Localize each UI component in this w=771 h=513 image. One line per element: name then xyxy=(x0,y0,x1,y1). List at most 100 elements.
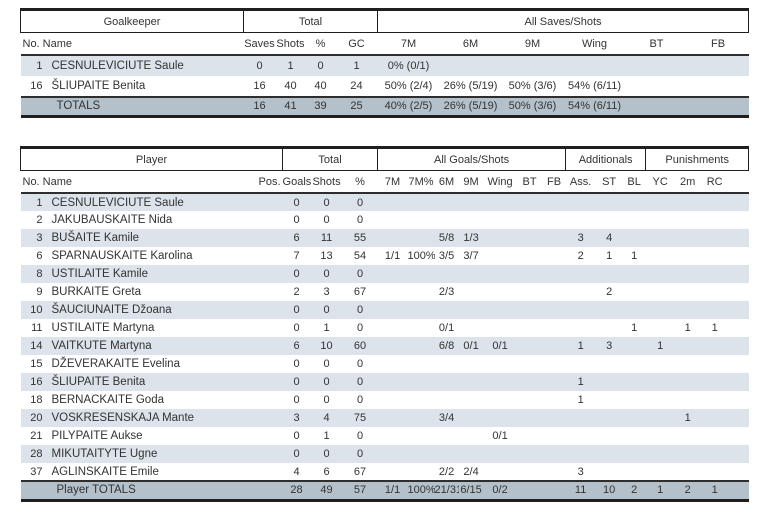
totals-cell: 1 xyxy=(700,480,729,502)
table-cell xyxy=(564,55,626,76)
group-header-total: Total xyxy=(282,147,379,171)
table-row: 20 VOSKRESENSKAJA Mante 3 4 75 3/4 1 xyxy=(20,409,749,427)
table-cell: 0 xyxy=(323,268,330,280)
table-cell xyxy=(688,55,749,76)
table-cell xyxy=(257,355,283,373)
table-row: 3 BUŠAITE Kamile 6 11 55 5/8 1/3 3 4 xyxy=(20,229,749,247)
table-cell-spacer xyxy=(729,445,749,463)
column-header-gc: GC xyxy=(335,32,378,56)
cell-name: BUŠAITE Kamile xyxy=(51,232,140,244)
table-cell: 0 xyxy=(356,268,364,280)
table-cell-spacer xyxy=(729,301,749,319)
table-cell xyxy=(459,355,484,373)
table-cell: 1 xyxy=(577,394,584,406)
totals-row: Player TOTALS 28 49 57 1/1 100% 21/31 6/… xyxy=(20,480,749,502)
table-cell: 6/8 xyxy=(438,340,455,352)
table-cell xyxy=(543,355,566,373)
cell-number: 10 xyxy=(30,304,43,316)
table-cell xyxy=(626,76,688,97)
cell-name: AGLINSKAITE Emile xyxy=(51,465,159,478)
group-header-row: Goalkeeper Total All Saves/Shots xyxy=(20,9,750,33)
table-cell xyxy=(378,211,408,229)
table-row: 16 ŠLIUPAITE Benita 0 0 0 1 xyxy=(20,373,749,391)
column-header-wing: Wing xyxy=(563,32,626,56)
totals-cell: 100% xyxy=(407,480,435,502)
table-cell: 0 xyxy=(293,448,300,460)
table-cell xyxy=(517,463,543,481)
table-cell: 1/1 xyxy=(384,250,401,262)
table-cell xyxy=(646,301,675,319)
table-cell xyxy=(517,247,543,265)
table-cell xyxy=(623,301,646,319)
table-cell: 2/4 xyxy=(463,465,479,478)
table-cell: 60 xyxy=(353,340,367,352)
table-cell xyxy=(566,355,596,373)
table-cell: 0/1 xyxy=(492,430,508,442)
table-cell xyxy=(484,193,517,211)
cell-name: DŽEVERAKAITE Evelina xyxy=(51,358,180,370)
table-cell xyxy=(517,283,543,301)
table-cell xyxy=(646,319,675,337)
table-cell xyxy=(596,355,623,373)
table-cell: 0 xyxy=(293,304,300,316)
table-cell: 67 xyxy=(353,465,367,478)
table-cell xyxy=(484,391,517,409)
table-cell xyxy=(675,445,701,463)
table-cell: 0 xyxy=(323,304,330,316)
table-cell xyxy=(675,211,701,229)
table-cell xyxy=(675,337,701,355)
table-cell xyxy=(517,301,543,319)
column-header-fb: FB xyxy=(542,170,566,194)
cell-number: 3 xyxy=(36,232,43,244)
totals-cell: 11 xyxy=(565,480,596,502)
table-cell xyxy=(701,445,729,463)
table-cell xyxy=(675,247,701,265)
table-cell: 2 xyxy=(577,250,584,262)
table-cell xyxy=(626,55,688,76)
table-cell xyxy=(701,301,729,319)
table-cell xyxy=(701,247,729,265)
table-cell xyxy=(257,247,283,265)
table-cell xyxy=(378,229,408,247)
table-cell xyxy=(623,211,646,229)
column-header-2m: 2m xyxy=(674,170,701,194)
table-cell xyxy=(459,319,484,337)
table-cell: 10 xyxy=(320,340,333,352)
table-cell xyxy=(484,373,517,391)
group-header-additionals: Additionals xyxy=(565,147,647,171)
table-cell xyxy=(484,355,517,373)
table-cell: 1 xyxy=(711,322,718,334)
table-cell xyxy=(543,409,566,427)
table-cell xyxy=(675,463,701,481)
table-cell xyxy=(543,319,566,337)
table-cell xyxy=(484,247,517,265)
goalkeeper-stats-table: Goalkeeper Total All Saves/Shots No. Nam… xyxy=(20,8,750,118)
table-cell xyxy=(517,265,543,283)
cell-name: SPARNAUSKAITE Karolina xyxy=(51,250,193,262)
table-cell: 1 xyxy=(631,250,638,262)
totals-cell: 54% (6/11) xyxy=(563,96,626,118)
table-cell-spacer xyxy=(729,211,749,229)
table-cell xyxy=(408,427,435,445)
column-header-bt: BT xyxy=(516,170,543,194)
totals-cell: 0/2 xyxy=(483,480,517,502)
table-cell xyxy=(688,76,749,97)
cell-number: 8 xyxy=(36,268,43,280)
table-cell xyxy=(701,337,729,355)
table-cell-spacer xyxy=(729,427,749,445)
table-cell xyxy=(378,319,408,337)
table-cell xyxy=(459,193,484,211)
totals-cell: 28 xyxy=(282,480,311,502)
group-header-punishments: Punishments xyxy=(645,147,750,171)
table-row: 1 CESNULEVICIUTE Saule 0 0 0 xyxy=(20,193,749,211)
table-cell: 0 xyxy=(317,60,324,72)
table-cell: 1 xyxy=(577,376,584,388)
table-cell: 0 xyxy=(323,358,330,370)
table-cell: 1 xyxy=(631,322,638,334)
table-cell xyxy=(459,283,484,301)
column-header-6m: 6M xyxy=(434,170,459,194)
table-cell: 3/5 xyxy=(438,250,455,262)
table-cell xyxy=(378,301,408,319)
group-header-all-saves-shots: All Saves/Shots xyxy=(376,9,750,33)
table-cell: 0 xyxy=(293,196,300,209)
